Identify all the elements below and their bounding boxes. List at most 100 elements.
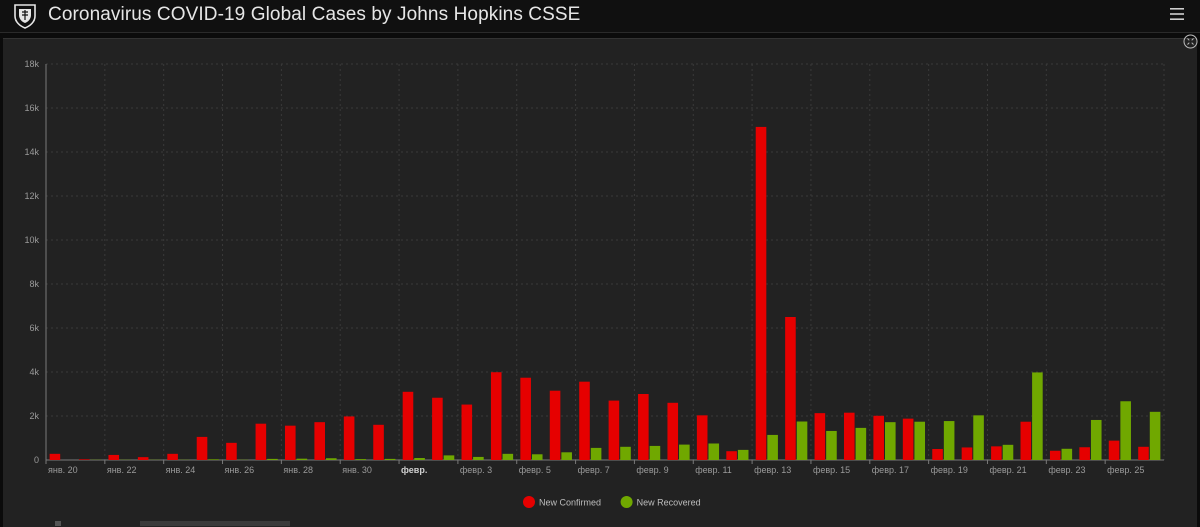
bar-new-recovered	[767, 435, 778, 460]
bar-new-recovered	[267, 459, 278, 460]
chart-panel: 0 2k 4k 6k 8k 10k 12k 14k 16k 18k янв. 20 янв. 22 ян…	[3, 38, 1197, 527]
bar-new-confirmed	[197, 437, 208, 460]
bar-new-recovered	[1091, 420, 1102, 460]
bar-new-confirmed	[785, 317, 796, 460]
y-tick-label: 16k	[24, 103, 39, 113]
bar-new-recovered	[1150, 412, 1161, 460]
bar-new-recovered	[473, 457, 484, 460]
bar-chart: 0 2k 4k 6k 8k 10k 12k 14k 16k 18k янв. 20 янв. 22 ян…	[3, 39, 1197, 527]
bar-new-confirmed	[1079, 447, 1090, 460]
hamburger-menu-icon[interactable]	[1168, 5, 1186, 23]
bar-new-confirmed	[1109, 441, 1120, 460]
bar-new-recovered	[326, 458, 337, 460]
x-tick-label: февр. 5	[519, 465, 551, 475]
x-tick-label: февр. 21	[989, 465, 1026, 475]
x-tick-label: янв. 28	[283, 465, 313, 475]
bar-new-recovered	[1003, 445, 1014, 460]
legend-label: New Recovered	[637, 498, 701, 508]
bar-new-recovered	[414, 458, 425, 460]
bar-new-recovered	[1062, 449, 1073, 460]
bar-new-confirmed	[344, 416, 355, 460]
bar-new-confirmed	[815, 413, 826, 460]
x-tick-label: февр. 13	[754, 465, 791, 475]
bar-new-recovered	[856, 428, 867, 460]
bar-new-recovered	[738, 450, 749, 460]
university-shield-logo-icon	[12, 3, 38, 29]
y-tick-label: 6k	[29, 323, 39, 333]
y-tick-label: 10k	[24, 235, 39, 245]
x-tick-label: янв. 24	[166, 465, 196, 475]
bar-new-recovered	[885, 422, 896, 460]
page-title: Coronavirus COVID-19 Global Cases by Joh…	[48, 4, 580, 26]
bottom-tab[interactable]	[55, 521, 61, 526]
bar-new-confirmed	[79, 459, 90, 460]
bar-new-recovered	[561, 452, 572, 460]
bar-new-recovered	[944, 421, 955, 460]
x-tick-label: янв. 20	[48, 465, 78, 475]
bar-new-recovered	[503, 454, 514, 460]
bar-new-confirmed	[1050, 451, 1061, 460]
legend-item[interactable]: New Confirmed	[523, 496, 601, 508]
bottom-tab[interactable]	[140, 521, 290, 526]
bar-new-recovered	[355, 459, 366, 460]
bar-new-recovered	[1120, 401, 1131, 460]
bar-new-confirmed	[609, 401, 620, 460]
x-tick-label: февр. 9	[636, 465, 668, 475]
bar-new-recovered	[385, 459, 396, 460]
expand-icon[interactable]	[1183, 34, 1198, 49]
bar-new-confirmed	[1138, 447, 1149, 460]
legend-item[interactable]: New Recovered	[621, 496, 701, 508]
y-tick-label: 14k	[24, 147, 39, 157]
bar-new-recovered	[444, 455, 455, 460]
bar-new-confirmed	[1021, 422, 1032, 460]
x-tick-label: февр. 17	[872, 465, 909, 475]
bar-new-confirmed	[550, 391, 561, 460]
bar-new-recovered	[1032, 372, 1043, 460]
bar-new-confirmed	[756, 127, 767, 460]
bar-new-confirmed	[932, 449, 943, 460]
bar-new-confirmed	[991, 446, 1002, 460]
bar-new-confirmed	[726, 451, 737, 460]
y-tick-label: 4k	[29, 367, 39, 377]
bar-new-confirmed	[403, 392, 414, 460]
x-tick-label: февр. 15	[813, 465, 850, 475]
bar-new-confirmed	[491, 372, 502, 460]
bar-new-confirmed	[167, 454, 178, 460]
y-tick-label: 8k	[29, 279, 39, 289]
x-tick-label: февр. 25	[1107, 465, 1144, 475]
y-tick-label: 12k	[24, 191, 39, 201]
bar-new-recovered	[297, 459, 308, 460]
bar-new-confirmed	[314, 422, 325, 460]
bar-new-recovered	[797, 422, 808, 461]
x-tick-label: янв. 30	[342, 465, 372, 475]
x-tick-label: февр. 23	[1048, 465, 1085, 475]
y-tick-label: 2k	[29, 411, 39, 421]
bar-new-confirmed	[108, 455, 119, 460]
bar-new-recovered	[591, 448, 602, 460]
bar-new-confirmed	[50, 454, 61, 460]
bar-new-confirmed	[285, 426, 296, 460]
legend-swatch-new-recovered	[621, 496, 633, 508]
bar-new-confirmed	[138, 457, 149, 460]
bar-new-confirmed	[873, 416, 884, 460]
y-tick-label: 0	[34, 455, 39, 465]
bar-new-recovered	[708, 444, 719, 461]
bar-new-recovered	[208, 459, 219, 460]
bar-new-confirmed	[844, 413, 855, 460]
bar-new-recovered	[973, 415, 984, 460]
bar-new-recovered	[679, 445, 690, 460]
legend-label: New Confirmed	[539, 498, 601, 508]
y-tick-label: 18k	[24, 59, 39, 69]
bar-new-confirmed	[579, 382, 590, 460]
bar-new-confirmed	[462, 405, 473, 460]
bar-new-confirmed	[697, 415, 708, 460]
bar-new-recovered	[532, 454, 543, 460]
app-header: Coronavirus COVID-19 Global Cases by Joh…	[0, 0, 1200, 33]
bar-new-confirmed	[256, 424, 267, 460]
bar-new-recovered	[914, 422, 925, 460]
x-tick-label: янв. 26	[225, 465, 255, 475]
bar-new-confirmed	[667, 403, 678, 460]
x-tick-label: февр. 19	[931, 465, 968, 475]
bar-new-confirmed	[373, 425, 384, 460]
x-tick-label: янв. 22	[107, 465, 137, 475]
